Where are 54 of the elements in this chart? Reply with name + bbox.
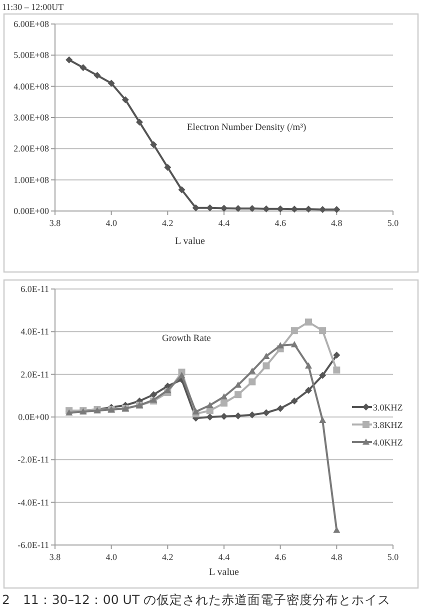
x-axis-title: L value xyxy=(209,567,240,578)
point xyxy=(80,64,87,72)
annotation: Electron Number Density (/m³) xyxy=(187,123,306,133)
y-tick-label: 1.00E+08 xyxy=(14,174,50,185)
y-tick-label: 5.00E+08 xyxy=(14,50,50,60)
point xyxy=(262,205,270,212)
y-tick-label: 3.00E+08 xyxy=(14,112,50,122)
y-tick-label: 6.0E-11 xyxy=(20,284,49,294)
point xyxy=(333,206,340,213)
point xyxy=(94,72,101,79)
y-tick-label: 4.00E+08 xyxy=(14,81,50,92)
point xyxy=(150,141,158,148)
x-tick-label: 4.6 xyxy=(274,218,286,228)
x-tick-label: 4.8 xyxy=(331,218,343,228)
y-tick-label: 4.0E-11 xyxy=(20,326,49,337)
point xyxy=(178,186,186,194)
point xyxy=(290,206,298,213)
x-tick-label: 4.6 xyxy=(274,552,286,562)
x-tick-label: 5.0 xyxy=(387,218,400,228)
y-tick-label: 0.00E+00 xyxy=(14,206,50,216)
y-tick-label: -6.0E-11 xyxy=(18,540,49,550)
x-tick-label: 4.4 xyxy=(218,552,230,562)
y-tick-label: 0.0E+00 xyxy=(18,412,50,422)
y-tick-label: 2.0E-11 xyxy=(20,369,49,380)
text: 2 11：30–12：00 UT の仮定された赤道面電子密度分布とホイス xyxy=(2,592,391,607)
point xyxy=(192,204,200,212)
x-tick-label: 4.0 xyxy=(106,552,118,562)
point xyxy=(276,205,284,212)
x-axis-title: L value xyxy=(175,236,206,247)
point xyxy=(66,56,73,64)
y-tick-label: 2.00E+08 xyxy=(14,144,50,154)
point xyxy=(136,118,143,126)
x-tick-label: 4.2 xyxy=(162,552,174,562)
point xyxy=(164,164,172,171)
x-tick-label: 4.0 xyxy=(106,218,118,228)
point xyxy=(220,204,228,212)
y-tick-label: 6.00E+08 xyxy=(14,19,50,29)
point xyxy=(122,96,129,104)
y-tick-label: -4.0E-11 xyxy=(18,497,49,508)
x-tick-label: 3.8 xyxy=(49,552,62,562)
point xyxy=(206,204,214,212)
y-tick-label: -2.0E-11 xyxy=(18,454,49,465)
legend-label: 4.0KHZ xyxy=(373,438,403,448)
point xyxy=(305,206,312,213)
point xyxy=(108,80,115,87)
annotation: Growth Rate xyxy=(162,334,211,344)
x-tick-label: 4.4 xyxy=(218,218,230,228)
legend-label: 3.8KHZ xyxy=(373,420,403,430)
legend-label: 3.0KHZ xyxy=(373,402,403,412)
chart-title: 11:30 – 12:00UT xyxy=(2,2,64,12)
x-tick-label: 4.8 xyxy=(331,552,343,562)
x-tick-label: 5.0 xyxy=(387,552,400,562)
x-tick-label: 3.8 xyxy=(49,218,62,228)
x-tick-label: 4.2 xyxy=(162,218,174,228)
